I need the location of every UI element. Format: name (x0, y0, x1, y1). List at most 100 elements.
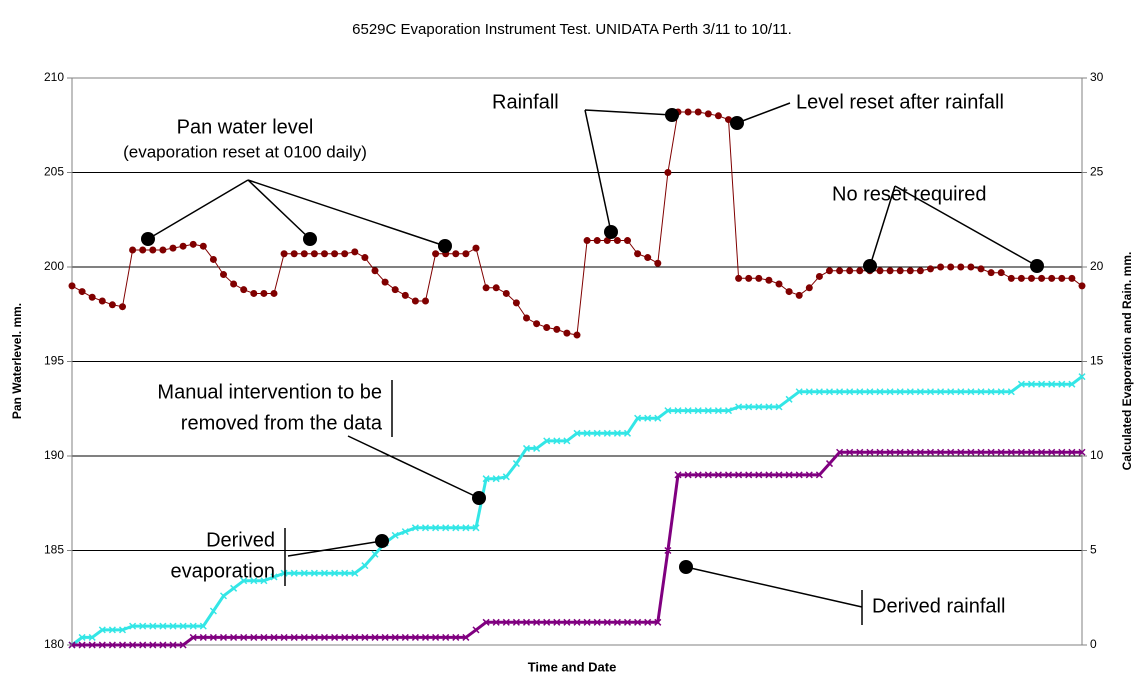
point (775, 403, 783, 411)
point (502, 473, 510, 481)
point (482, 284, 490, 292)
point (240, 633, 248, 641)
point (280, 633, 288, 641)
point (967, 263, 975, 271)
point (967, 388, 975, 396)
point (320, 633, 329, 641)
y2-tick-label: 0 (1090, 637, 1097, 651)
point (179, 622, 187, 630)
point (704, 471, 712, 479)
point (1027, 448, 1036, 456)
point (815, 272, 823, 280)
y2-tick-label: 15 (1090, 354, 1104, 368)
point (492, 284, 500, 292)
point (906, 267, 914, 275)
point (411, 297, 419, 305)
point (270, 633, 278, 641)
point (937, 448, 945, 456)
point (856, 267, 864, 275)
point (755, 274, 763, 282)
point (240, 577, 248, 585)
point (1017, 380, 1025, 388)
point (371, 267, 379, 275)
point (88, 293, 96, 301)
point (351, 248, 359, 256)
point (603, 237, 611, 245)
point (947, 448, 955, 456)
point (108, 301, 116, 309)
y-tick-label: 195 (44, 354, 64, 368)
point (502, 289, 510, 297)
point (886, 448, 894, 456)
point (795, 388, 803, 396)
point (1068, 380, 1076, 388)
chart-title: 6529C Evaporation Instrument Test. UNIDA… (352, 21, 792, 38)
point (1078, 373, 1086, 381)
point (664, 407, 672, 415)
point (1048, 448, 1056, 456)
point (219, 633, 228, 641)
x-axis-label: Time and Date (528, 659, 617, 674)
point (543, 618, 551, 626)
point (613, 429, 621, 437)
point (906, 448, 914, 456)
point (78, 288, 86, 296)
point (1038, 274, 1046, 282)
point (159, 622, 167, 630)
point (270, 573, 278, 581)
point (916, 388, 924, 396)
point (775, 471, 783, 479)
point (947, 388, 955, 396)
annotation: Level reset after rainfall (796, 91, 1004, 113)
point (159, 246, 167, 254)
point (88, 633, 96, 641)
point (957, 263, 965, 271)
point (523, 314, 530, 322)
point (230, 633, 238, 641)
point (260, 577, 268, 585)
point (654, 414, 662, 422)
point (563, 618, 571, 626)
point (634, 618, 642, 626)
point (199, 622, 207, 630)
point (310, 250, 318, 258)
point (240, 286, 248, 294)
point (785, 288, 793, 296)
point (593, 618, 601, 626)
point (583, 429, 591, 437)
callout-dot (438, 239, 452, 253)
point (512, 460, 520, 468)
point (815, 471, 823, 479)
point (805, 284, 813, 292)
point (1048, 380, 1056, 388)
point (765, 471, 773, 479)
point (714, 407, 722, 415)
point (1068, 274, 1076, 282)
point (280, 250, 288, 258)
point (391, 633, 399, 641)
point (533, 444, 541, 452)
point (118, 641, 127, 649)
callout-dot (375, 534, 389, 548)
point (1058, 380, 1066, 388)
y-tick-label: 210 (44, 70, 64, 84)
point (179, 641, 187, 649)
point (1058, 274, 1066, 282)
point (846, 388, 854, 396)
annotation: removed from the data (181, 412, 383, 434)
point (573, 429, 581, 437)
point (664, 169, 672, 176)
point (108, 626, 116, 634)
point (361, 254, 369, 262)
point (331, 569, 339, 577)
point (684, 471, 692, 479)
point (361, 562, 369, 570)
point (926, 388, 935, 396)
point (492, 618, 500, 626)
plot (68, 108, 1086, 649)
point (189, 633, 197, 641)
point (805, 471, 813, 479)
point (1007, 448, 1015, 456)
point (189, 622, 197, 630)
point (139, 246, 147, 254)
